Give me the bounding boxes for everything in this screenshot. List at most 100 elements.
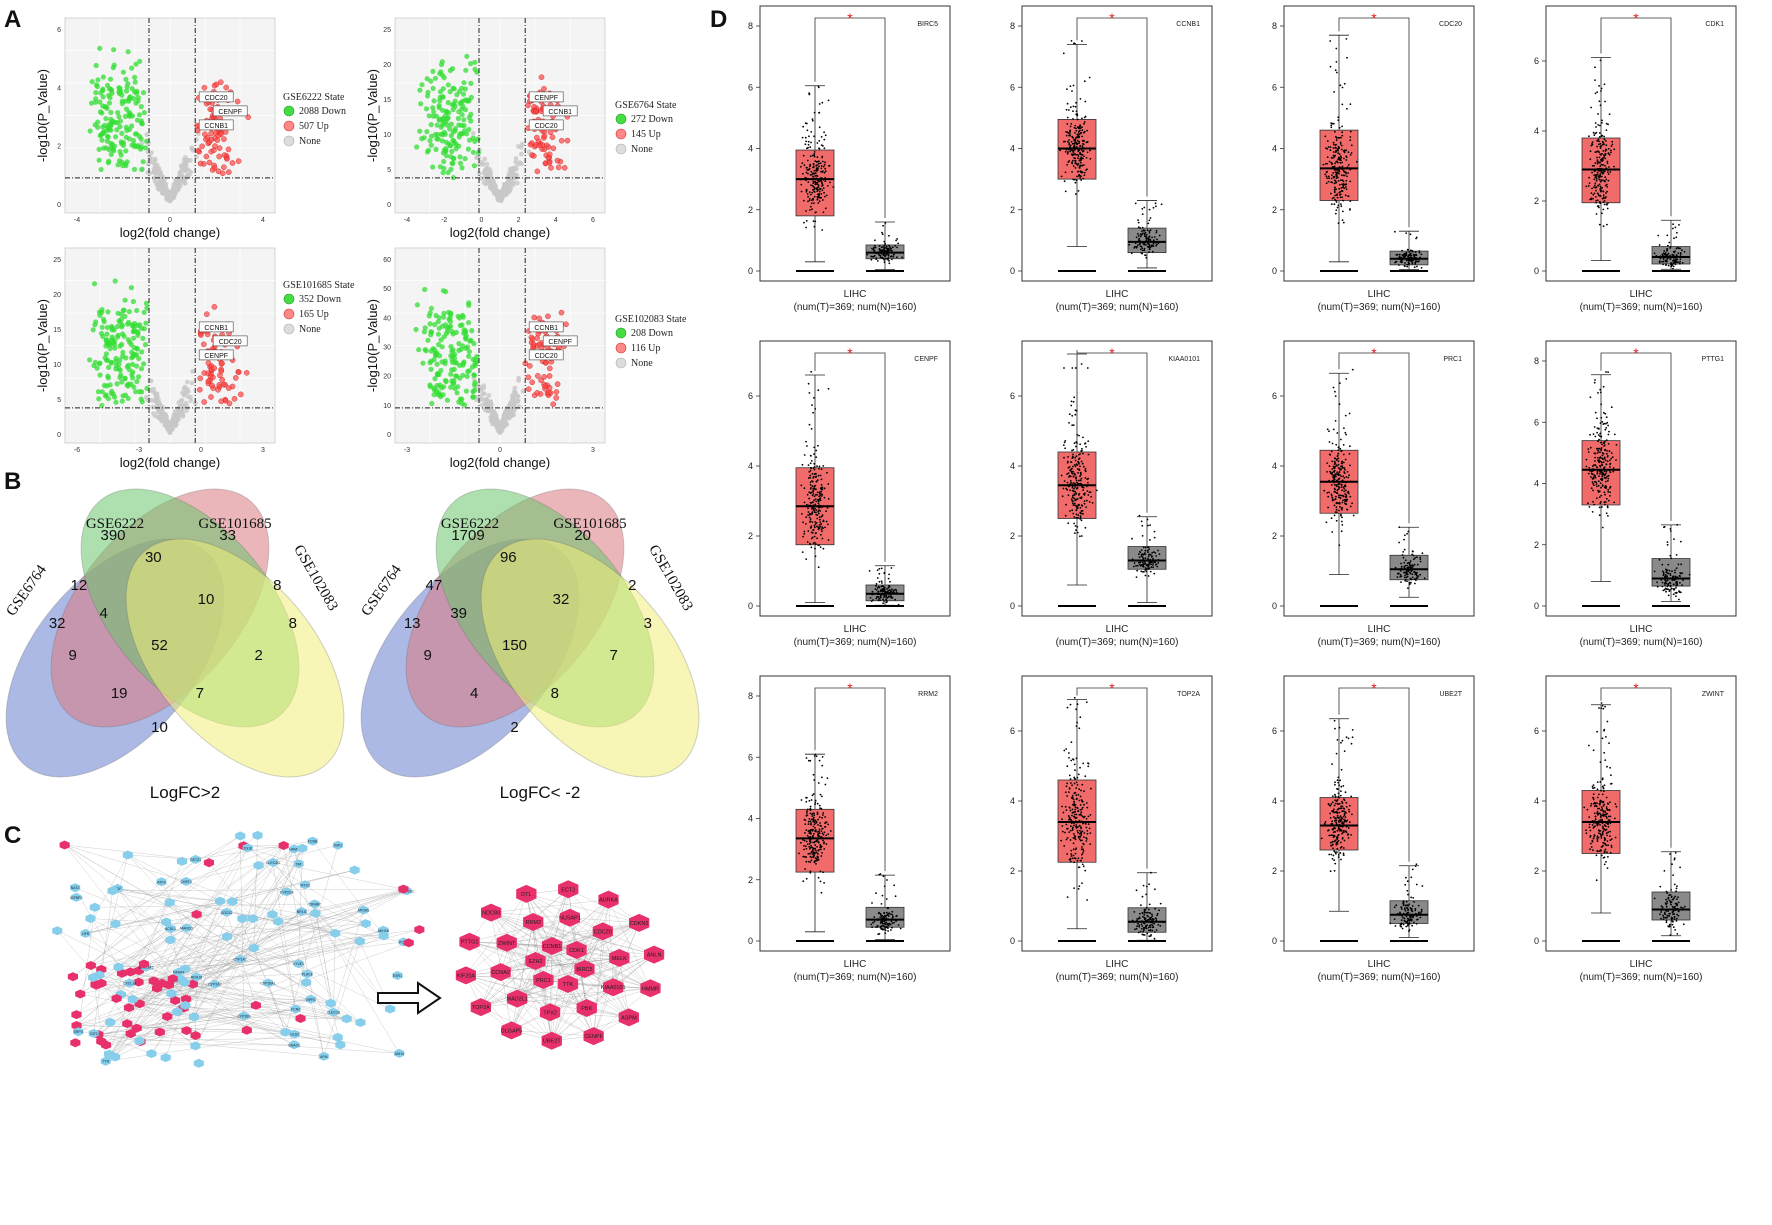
data-point	[1148, 236, 1150, 239]
gene-node-label: MT1F	[300, 883, 309, 887]
down-point	[107, 346, 113, 352]
data-point	[1067, 132, 1070, 135]
data-point	[884, 243, 887, 245]
up-point	[226, 400, 233, 407]
down-point	[447, 323, 454, 329]
data-point	[1141, 249, 1144, 252]
none-point	[481, 170, 487, 176]
up-point	[563, 321, 569, 328]
data-point	[1075, 129, 1078, 132]
data-point	[1059, 149, 1061, 152]
data-point	[811, 511, 814, 514]
down-point	[132, 131, 139, 137]
data-point	[805, 220, 808, 222]
data-point	[1599, 145, 1602, 148]
data-point	[1340, 174, 1343, 177]
data-point	[816, 491, 819, 494]
data-point	[1347, 172, 1349, 174]
up-point	[216, 153, 222, 160]
data-point	[823, 163, 826, 166]
none-point	[152, 157, 158, 163]
data-point	[816, 465, 818, 467]
none-point	[190, 147, 196, 153]
data-point	[803, 487, 806, 490]
data-point	[1672, 265, 1675, 268]
data-point	[814, 211, 817, 214]
data-point	[883, 261, 886, 264]
data-point	[1594, 182, 1597, 185]
none-point	[144, 132, 150, 138]
down-point	[431, 347, 438, 353]
down-point	[455, 384, 461, 390]
venn-set-label: GSE6764	[3, 562, 50, 619]
down-point	[460, 372, 466, 378]
y-axis-title: -log10(P_Value)	[365, 69, 380, 162]
none-point	[168, 195, 173, 200]
data-point	[1606, 203, 1608, 206]
data-point	[1342, 184, 1345, 187]
data-point	[1394, 230, 1396, 233]
down-point	[135, 330, 141, 336]
data-point	[1598, 194, 1600, 197]
tumor-box	[795, 149, 835, 217]
data-point	[1070, 40, 1073, 42]
legend-swatch	[283, 135, 295, 147]
data-point	[1066, 102, 1069, 105]
data-point	[826, 185, 829, 187]
data-point	[1339, 161, 1342, 164]
data-point	[1404, 262, 1406, 264]
data-point	[1602, 196, 1605, 199]
hub-node	[101, 1040, 112, 1050]
network-edge	[219, 900, 366, 924]
data-point	[808, 135, 810, 138]
data-point	[1075, 127, 1077, 130]
data-point	[1608, 166, 1610, 168]
down-point	[126, 319, 132, 326]
up-point	[555, 164, 562, 171]
data-point	[823, 496, 826, 499]
data-point	[822, 187, 825, 190]
data-point	[876, 260, 879, 262]
data-point	[1333, 191, 1336, 194]
down-point	[434, 371, 441, 377]
data-point	[807, 514, 809, 517]
y-tick-label: 4	[1010, 461, 1015, 471]
data-point	[816, 537, 818, 540]
data-point	[1349, 136, 1352, 138]
data-point	[872, 599, 874, 601]
down-point	[109, 325, 115, 331]
data-point	[1078, 174, 1081, 177]
data-point	[1338, 126, 1341, 129]
data-point	[1326, 140, 1329, 142]
data-point	[1088, 76, 1091, 79]
data-point	[1603, 180, 1606, 183]
down-point	[455, 115, 461, 122]
legend-item-label: None	[631, 358, 653, 369]
data-point	[1399, 260, 1402, 263]
y-tick-label: 2	[1010, 205, 1015, 215]
legend-item-label: None	[631, 144, 653, 155]
gene-label: CENPF	[204, 353, 228, 360]
down-point	[116, 366, 122, 372]
hub-node	[162, 1012, 173, 1021]
data-point	[1332, 147, 1335, 150]
data-point	[829, 181, 831, 184]
hub-node	[138, 959, 149, 969]
data-point	[1416, 265, 1418, 268]
data-point	[1340, 148, 1343, 151]
data-point	[872, 248, 875, 250]
data-point	[820, 136, 823, 138]
legend-item-label: 507 Up	[299, 121, 329, 132]
down-point	[430, 105, 436, 111]
data-point	[1606, 160, 1609, 163]
data-point	[1081, 40, 1083, 42]
venn-count: 96	[500, 549, 517, 566]
data-point	[1607, 173, 1610, 176]
data-point	[1599, 189, 1602, 192]
up-point	[211, 165, 218, 171]
significance-bracket	[814, 352, 886, 562]
up-point	[218, 131, 224, 137]
down-point	[447, 67, 453, 74]
down-point	[460, 314, 466, 320]
